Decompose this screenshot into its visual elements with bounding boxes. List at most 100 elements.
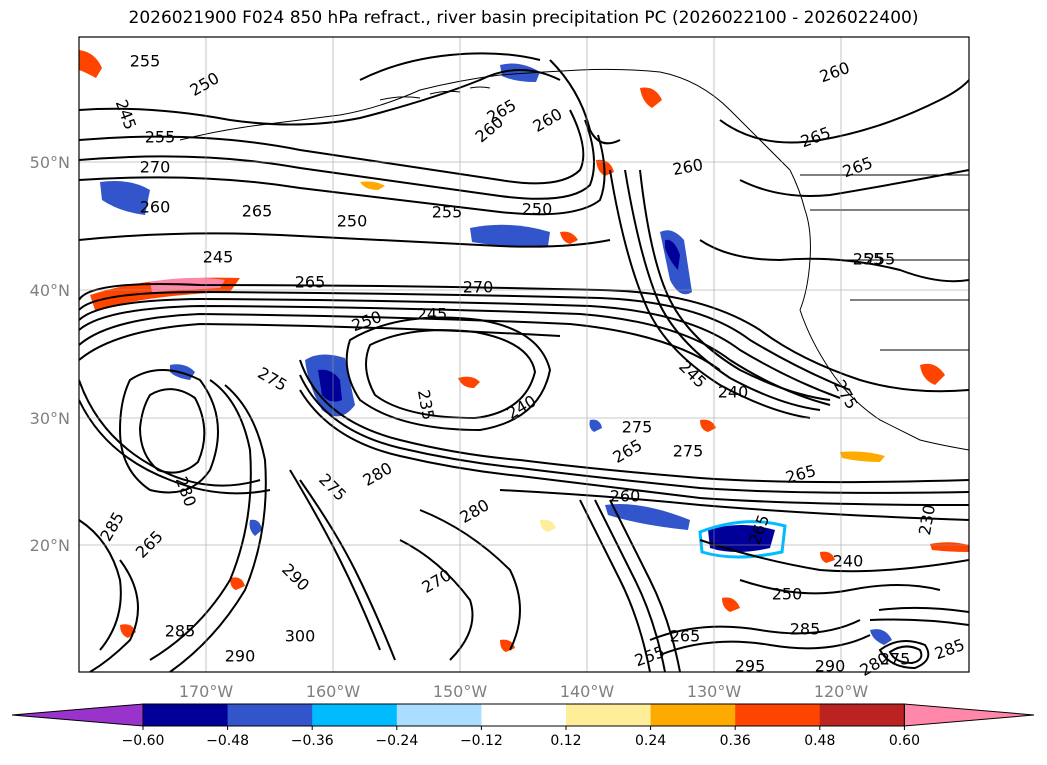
contour-label: 250 xyxy=(772,585,803,604)
latitude-label: 20°N xyxy=(30,536,70,555)
contour-label: 275 xyxy=(880,650,911,669)
contour-label: 270 xyxy=(140,158,171,177)
contour-label: 295 xyxy=(735,657,766,676)
latitude-label: 50°N xyxy=(30,153,70,172)
contour-line xyxy=(169,384,267,672)
precip-patch-positive xyxy=(920,363,945,385)
precip-patch-negative xyxy=(470,224,550,247)
aleutian-islands xyxy=(379,86,491,101)
precip-patch-positive xyxy=(820,551,835,563)
contour-label: 245 xyxy=(417,305,448,324)
contour-line xyxy=(289,469,381,651)
contour-line xyxy=(79,134,606,216)
contour-line xyxy=(299,374,969,494)
colorbar-tick-label: −0.60 xyxy=(122,733,165,749)
colorbar-segment xyxy=(396,704,482,726)
contour-line xyxy=(549,59,621,145)
colorbar-segment xyxy=(819,704,905,726)
colorbar-segment xyxy=(227,704,313,726)
contour-label: 255 xyxy=(853,250,884,269)
contour-label: 275 xyxy=(673,442,704,461)
contour-label: 260 xyxy=(140,198,171,217)
longitude-label: 120°W xyxy=(814,682,869,701)
contour-line xyxy=(888,645,923,665)
contour-line xyxy=(739,579,941,595)
contour-label: 285 xyxy=(790,620,821,639)
contour-line xyxy=(359,52,541,81)
precip-patch-positive xyxy=(540,519,556,532)
contour-line xyxy=(579,499,651,672)
colorbar-segment xyxy=(735,704,821,726)
contour-label: 255 xyxy=(865,250,896,269)
contour-line xyxy=(719,79,969,144)
us-coastline xyxy=(799,309,969,451)
latitude-label: 40°N xyxy=(30,281,70,300)
contour-label: 255 xyxy=(432,203,463,222)
contour-label: 285 xyxy=(165,622,196,641)
canada-coastline xyxy=(789,169,811,311)
contour-line xyxy=(149,379,252,661)
colorbar-tick-label: 0.24 xyxy=(635,733,666,749)
contour-line xyxy=(419,509,521,651)
precip-patch-negative xyxy=(500,63,540,82)
longitude-label: 130°W xyxy=(687,682,742,701)
precip-patch-positive xyxy=(640,87,662,108)
longitude-label: 140°W xyxy=(560,682,615,701)
contour-label: 270 xyxy=(463,278,494,297)
contour-label: 265 xyxy=(295,273,326,292)
contour-line xyxy=(79,304,831,406)
colorbar-tick-label: 0.12 xyxy=(550,733,581,749)
precip-patch-positive xyxy=(458,376,480,388)
colorbar-tick-label: 0.60 xyxy=(889,733,920,749)
contour-line xyxy=(89,559,139,672)
contour-line xyxy=(79,290,851,391)
precip-patch-negative xyxy=(605,504,690,530)
map-title: 2026021900 F024 850 hPa refract., river … xyxy=(128,8,919,28)
contour-line xyxy=(624,169,821,411)
precip-patch-positive xyxy=(700,419,716,432)
precip-patch-negative xyxy=(665,239,680,270)
contour-label: 240 xyxy=(833,552,864,571)
colorbar-segment xyxy=(650,704,736,726)
contour-label: 265 xyxy=(242,202,273,221)
contour-line xyxy=(499,489,969,521)
precip-patch-positive xyxy=(360,181,385,190)
contour-line xyxy=(79,232,611,248)
contour-label: 255 xyxy=(130,52,161,71)
colorbar-tick-label: −0.24 xyxy=(375,733,418,749)
precip-patch-positive xyxy=(230,577,245,590)
colorbar-tick-label: 0.48 xyxy=(804,733,835,749)
contour-line xyxy=(79,312,721,371)
precip-patch-negative xyxy=(870,629,892,645)
contour-label: 250 xyxy=(337,212,368,231)
contour-line xyxy=(659,634,871,656)
contour-line xyxy=(79,297,841,399)
contour-line xyxy=(79,69,561,126)
colorbar-extend-low xyxy=(11,703,144,727)
colorbar-tick-label: 0.36 xyxy=(720,733,751,749)
contour-line xyxy=(869,618,969,626)
map-frame xyxy=(78,36,970,673)
contour-line xyxy=(365,329,537,420)
contour-line xyxy=(739,169,969,197)
contour-line xyxy=(79,519,122,651)
contour-line xyxy=(609,499,681,672)
contour-line xyxy=(79,283,969,393)
contour-line xyxy=(138,388,206,474)
colorbar-segment xyxy=(312,704,398,726)
colorbar-outline xyxy=(142,703,905,727)
contour-line xyxy=(399,539,474,661)
contour-line xyxy=(299,359,969,484)
contour-line xyxy=(699,539,969,573)
precip-patch-negative xyxy=(318,369,342,402)
precip-patch-negative xyxy=(698,520,787,559)
colorbar: −0.60 −0.48 −0.36 −0.24 −0.12 0.12 0.24 0.36 0.4… xyxy=(11,703,1035,749)
contour-label: 240 xyxy=(718,383,749,402)
contour-line xyxy=(878,640,930,670)
graticule xyxy=(79,37,969,672)
contour-label: 290 xyxy=(815,657,846,676)
contour-line xyxy=(649,619,861,641)
contour-label: 245 xyxy=(203,248,234,267)
colorbar-segment xyxy=(143,704,229,726)
